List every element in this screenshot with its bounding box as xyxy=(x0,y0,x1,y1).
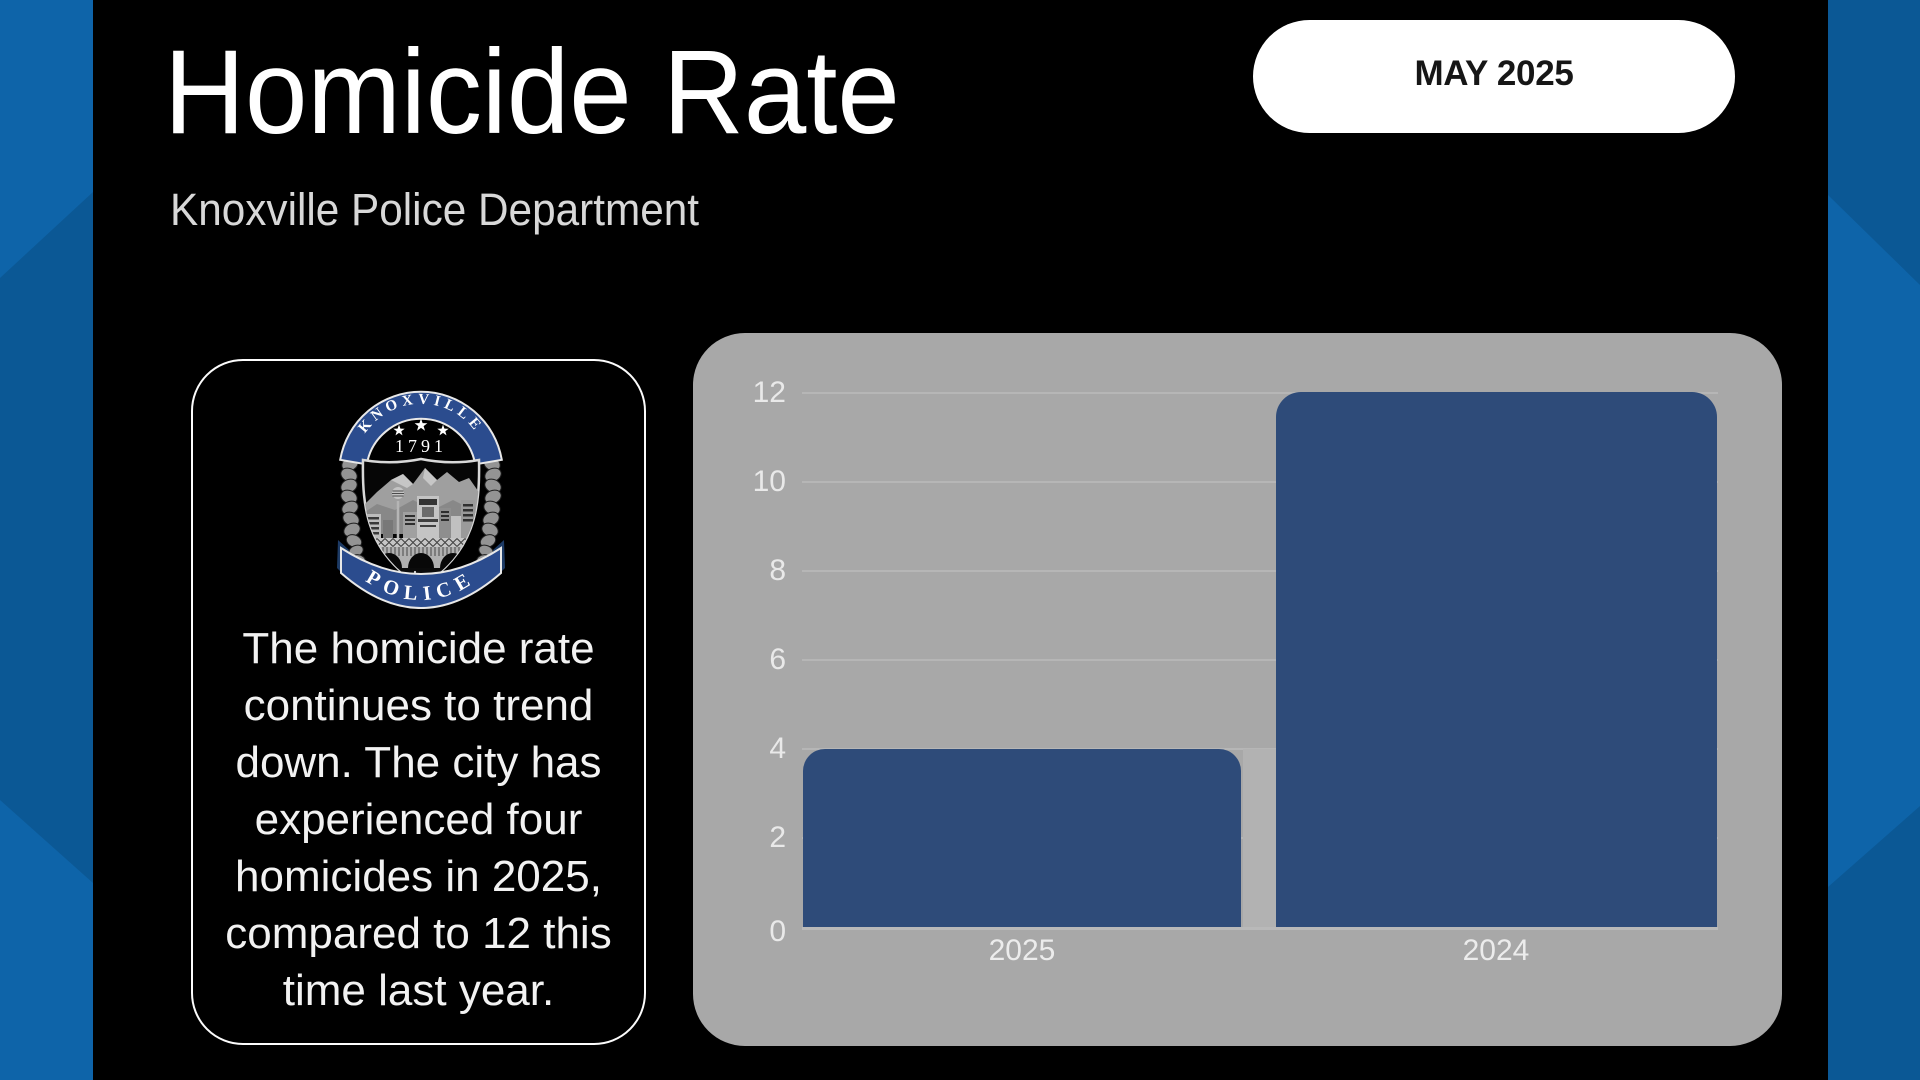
svg-text:1791: 1791 xyxy=(395,436,447,456)
